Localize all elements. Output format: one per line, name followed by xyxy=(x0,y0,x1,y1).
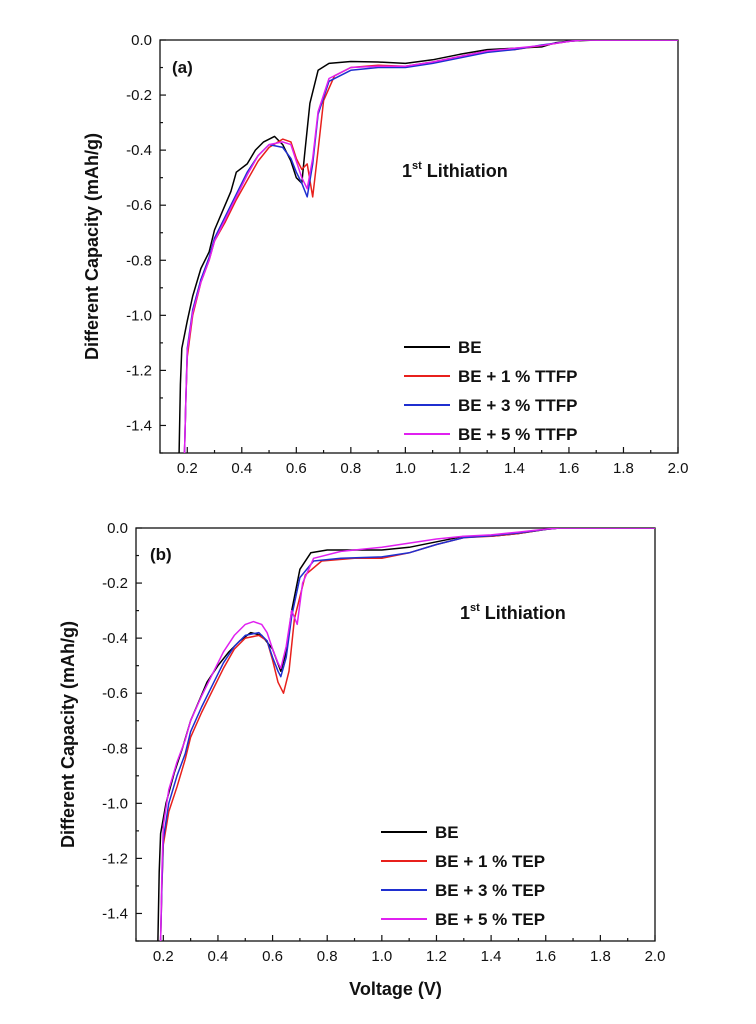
x-tick-label: 0.2 xyxy=(177,460,198,477)
annotation-rest: Lithiation xyxy=(480,603,566,623)
x-tick-label: 1.0 xyxy=(395,460,416,477)
series-line-0 xyxy=(178,40,678,453)
x-tick-label: 0.4 xyxy=(208,948,229,965)
annotation-lithiation: 1st Lithiation xyxy=(460,602,566,623)
annotation-lithiation: 1st Lithiation xyxy=(402,160,508,181)
legend-label: BE xyxy=(435,823,459,842)
x-tick-label: 1.0 xyxy=(371,948,392,965)
panel-a: 0.2 0.4 0.6 0.8 1.0 1.2 1.4 1.6 1.8 2.0 0.0 -0.2 -0.… xyxy=(82,32,688,477)
plot-frame xyxy=(135,527,656,942)
x-tick-label: 1.8 xyxy=(613,460,634,477)
series-group xyxy=(157,528,655,941)
x-tick-label: 1.4 xyxy=(481,948,502,965)
x-tick-label: 0.4 xyxy=(231,460,252,477)
x-tick-label: 1.2 xyxy=(449,460,470,477)
y-tick-label: -1.2 xyxy=(126,362,152,379)
y-tick-label: 0.0 xyxy=(107,520,128,537)
series-line-1 xyxy=(159,528,655,941)
panel-b: 0.2 0.4 0.6 0.8 1.0 1.2 1.4 1.6 1.8 2.0 0.0 -0.2 -0.… xyxy=(58,520,665,999)
x-tick-label: 0.8 xyxy=(340,460,361,477)
annotation-sup: st xyxy=(470,602,480,614)
legend-label: BE + 3 % TTFP xyxy=(458,396,578,415)
x-tick-label: 0.8 xyxy=(317,948,338,965)
x-tick-label: 1.4 xyxy=(504,460,525,477)
y-tick-label: -1.0 xyxy=(102,795,128,812)
y-axis-title: Different Capacity (mAh/g) xyxy=(82,133,102,360)
series-line-2 xyxy=(183,40,678,453)
annotation-main: 1 xyxy=(460,603,470,623)
legend-label: BE + 5 % TTFP xyxy=(458,425,578,444)
series-line-1 xyxy=(183,40,678,453)
y-tick-label: 0.0 xyxy=(131,32,152,49)
legend-label: BE + 1 % TTFP xyxy=(458,367,578,386)
x-axis-title: Voltage (V) xyxy=(349,979,442,999)
x-tick-label: 2.0 xyxy=(645,948,666,965)
x-tick-label: 0.2 xyxy=(153,948,174,965)
y-tick-label: -0.6 xyxy=(126,197,152,214)
y-tick-label: -0.8 xyxy=(102,740,128,757)
y-tick-label: -0.4 xyxy=(126,142,152,159)
y-tick-label: -1.2 xyxy=(102,850,128,867)
annotation-sup: st xyxy=(412,160,422,172)
y-tick-label: -1.4 xyxy=(102,905,128,922)
legend-label: BE xyxy=(458,338,482,357)
x-tick-label: 0.6 xyxy=(262,948,283,965)
annotation-rest: Lithiation xyxy=(422,161,508,181)
series-line-3 xyxy=(183,40,678,453)
legend-label: BE + 5 % TEP xyxy=(435,910,545,929)
series-line-2 xyxy=(159,528,655,941)
y-tick-label: -1.4 xyxy=(126,417,152,434)
panel-label: (a) xyxy=(172,58,193,77)
x-tick-label: 1.6 xyxy=(535,948,556,965)
x-tick-label: 1.6 xyxy=(559,460,580,477)
y-tick-label: -0.8 xyxy=(126,252,152,269)
panel-label: (b) xyxy=(150,545,172,564)
y-axis-title: Different Capacity (mAh/g) xyxy=(58,621,78,848)
legend: BE BE + 1 % TTFP BE + 3 % TTFP BE + 5 % TTF… xyxy=(404,338,578,444)
y-tick-label: -0.4 xyxy=(102,630,128,647)
y-tick-label: -0.2 xyxy=(126,87,152,104)
series-group xyxy=(178,40,678,453)
legend: BE BE + 1 % TEP BE + 3 % TEP BE + 5 % TEP xyxy=(381,823,545,929)
plot-frame xyxy=(159,39,679,454)
annotation-main: 1 xyxy=(402,161,412,181)
series-line-3 xyxy=(159,528,655,941)
y-tick-label: -0.6 xyxy=(102,685,128,702)
legend-label: BE + 1 % TEP xyxy=(435,852,545,871)
x-tick-label: 2.0 xyxy=(668,460,689,477)
y-tick-label: -1.0 xyxy=(126,307,152,324)
x-tick-label: 1.8 xyxy=(590,948,611,965)
legend-label: BE + 3 % TEP xyxy=(435,881,545,900)
x-tick-label: 1.2 xyxy=(426,948,447,965)
series-line-0 xyxy=(157,528,655,941)
x-tick-label: 0.6 xyxy=(286,460,307,477)
y-tick-label: -0.2 xyxy=(102,575,128,592)
